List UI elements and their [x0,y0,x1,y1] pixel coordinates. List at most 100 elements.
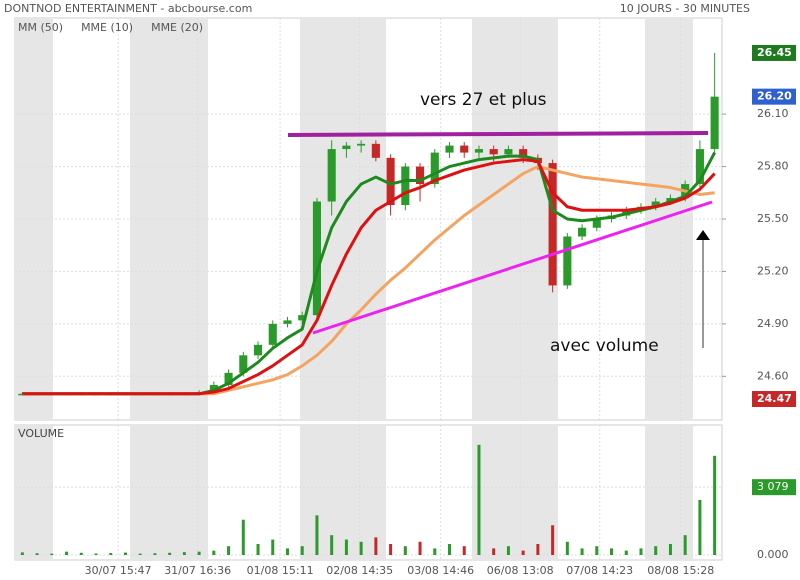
volume-bar [50,553,54,555]
volume-bar [639,548,643,555]
annotation: avec volume [550,336,659,356]
price-marker-label: 26.20 [757,90,792,103]
volume-bar [35,553,39,555]
arrow-head [696,230,710,240]
candle-body [327,149,336,202]
volume-bar [20,552,24,555]
volume-bar [153,553,157,555]
candle-body [430,152,439,185]
candle-body [283,320,292,324]
candle-body [224,372,233,386]
volume-bar [123,552,127,555]
volume-bar [610,548,614,555]
trend-line [312,200,713,335]
volume-bar [197,551,201,555]
volume-bar [595,546,599,555]
volume-bar [256,543,260,555]
y-tick-label: 3 079 [757,480,789,493]
price-marker-label: 26.45 [757,46,792,59]
y-tick-label: 25.50 [757,212,789,225]
volume-bar [271,539,275,555]
volume-bar [79,552,83,555]
legend-entry: MME (10) [81,21,133,34]
candle-body [298,315,307,321]
volume-bar [344,539,348,555]
candle-body [445,145,454,153]
candle-body [651,201,660,207]
ma-line [22,158,716,396]
volume-bar [477,444,481,555]
x-tick-label: 08/08 15:28 [647,564,714,577]
volume-bar [698,499,702,555]
x-tick-label: 03/08 14:46 [407,564,474,577]
price-marker-label: 24.47 [757,392,792,405]
candle-body [504,149,513,155]
volume-title: VOLUME [18,427,64,440]
candle-body [474,149,484,153]
chart-title: DONTNOD ENTERTAINMENT - abcbourse.com [4,2,252,15]
x-tick-label: 02/08 14:35 [326,564,393,577]
volume-bar [683,535,687,555]
candle-body [695,149,704,185]
resistance-line [287,131,709,137]
volume-bar [94,553,98,555]
volume-bar [212,550,216,555]
volume-bar [403,546,407,555]
volume-bar [182,552,186,555]
x-tick-label: 01/08 15:11 [247,564,314,577]
volume-bar [418,541,422,555]
grid [15,18,722,560]
volume-bar [521,550,525,555]
volume-bar [580,548,584,555]
candle-body [416,166,425,185]
price-marker-box [752,44,796,61]
y-tick-label: 24.90 [757,317,789,330]
candle-body [489,149,498,155]
volume-bar [109,553,113,555]
y-tick-label: 24.60 [757,369,789,382]
volume-bar [300,546,304,555]
candle-body [253,344,263,356]
candle-body [342,145,351,150]
candle-body [592,219,601,228]
legend-entry: MM (50) [18,21,63,34]
candle-body [386,157,395,206]
chart-subtitle: 10 JOURS - 30 MINUTES [620,2,750,15]
volume-bar [168,552,172,555]
volume-bar [536,543,540,555]
volume-bar [241,519,245,555]
candle-body [460,145,469,153]
volume-bar [374,537,378,555]
candle-body [666,198,675,202]
legend-entry: MME (20) [151,21,203,34]
volume-bar [462,546,466,555]
volume-bar [654,546,658,555]
candle-body [209,385,218,393]
volume-marker-box [752,479,796,496]
volume-bar [138,553,142,555]
candle-body [710,96,719,150]
candle-body [401,166,410,206]
day-shading [15,18,693,560]
candle-body [312,201,321,316]
candle-body [578,227,587,237]
candle-body [357,143,366,146]
volume-bar [65,551,69,555]
volume-bar [359,541,363,555]
volume-bar [668,543,672,555]
x-tick-label: 30/07 15:47 [85,564,152,577]
volume-bar [492,548,496,555]
volume-bar [389,543,393,555]
volume-bar [565,541,569,555]
marks [18,52,719,555]
y-tick-label: 0.000 [757,548,789,561]
candle-body [371,143,380,158]
candle-body [519,149,528,158]
candle-body [548,163,557,286]
volume-bar [315,515,319,555]
x-tick-label: 06/08 13:08 [487,564,554,577]
price-marker-box [752,391,796,408]
volume-bar [624,550,628,555]
x-tick-label: 31/07 16:36 [164,564,231,577]
